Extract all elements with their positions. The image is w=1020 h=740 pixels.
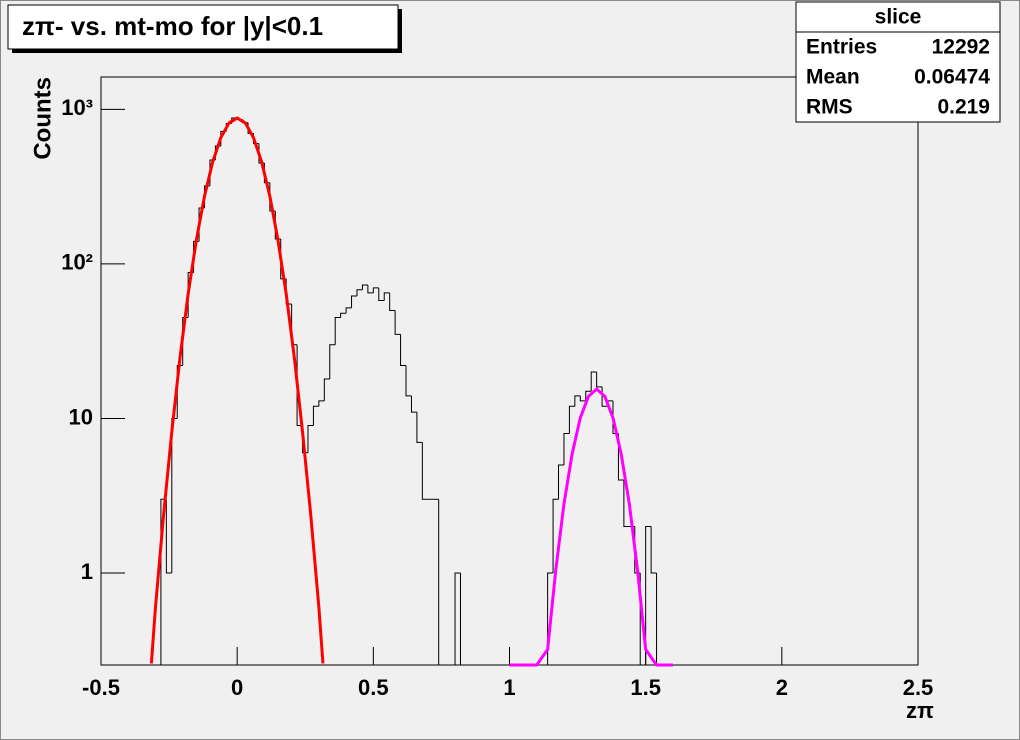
x-tick-label: -0.5 bbox=[82, 675, 120, 700]
histogram-bin bbox=[579, 395, 586, 402]
histogram-bin bbox=[405, 365, 412, 397]
histogram-bin bbox=[563, 432, 570, 465]
stats-label: Entries bbox=[806, 36, 877, 59]
histogram-bin bbox=[351, 295, 357, 308]
histogram-bin bbox=[552, 498, 559, 574]
stats-title: slice bbox=[875, 6, 922, 29]
histogram-bin bbox=[645, 525, 652, 665]
stats-label: Mean bbox=[806, 66, 860, 89]
stats-label: RMS bbox=[806, 96, 853, 119]
histogram-bin bbox=[650, 526, 657, 574]
histogram-bin bbox=[394, 310, 401, 335]
histogram-bin bbox=[367, 285, 374, 294]
histogram-bin bbox=[307, 425, 314, 453]
y-tick-label: 10² bbox=[61, 250, 93, 275]
y-tick-label: 1 bbox=[81, 559, 93, 584]
histogram-bin bbox=[438, 499, 445, 666]
histogram-bin bbox=[165, 499, 172, 574]
histogram-bin bbox=[329, 344, 336, 380]
histogram-bin bbox=[176, 365, 183, 419]
histogram-bin bbox=[356, 289, 363, 297]
histogram-bin bbox=[459, 573, 466, 666]
histogram-bin bbox=[596, 371, 603, 388]
histogram-bin bbox=[383, 292, 390, 301]
histogram-bin bbox=[312, 405, 319, 426]
x-axis-label: zπ bbox=[906, 698, 934, 723]
histogram-bin bbox=[400, 334, 407, 367]
histogram-bin bbox=[345, 307, 352, 314]
x-tick-label: 0 bbox=[231, 675, 243, 700]
x-tick-label: 2 bbox=[776, 675, 788, 700]
histogram-bin bbox=[361, 284, 368, 290]
x-tick-label: 1.5 bbox=[630, 675, 661, 700]
histogram-bin bbox=[590, 371, 597, 392]
histogram-bin bbox=[340, 312, 347, 318]
histogram-bin bbox=[410, 395, 417, 413]
histogram-bin bbox=[585, 390, 592, 401]
y-tick-label: 10 bbox=[69, 404, 93, 429]
stats-value: 12292 bbox=[932, 36, 990, 59]
histogram-bin bbox=[389, 292, 396, 311]
fit-curve bbox=[149, 116, 325, 664]
stats-value: 0.219 bbox=[937, 96, 990, 119]
histogram-bin bbox=[416, 412, 423, 443]
title-box bbox=[7, 4, 399, 50]
x-tick-label: 0.5 bbox=[358, 675, 389, 700]
histogram-bin bbox=[568, 405, 575, 434]
histogram-bin bbox=[454, 572, 461, 665]
histogram-bin bbox=[421, 442, 428, 500]
chart-title: zπ- vs. mt-mo for |y|<0.1 bbox=[22, 11, 323, 41]
histogram-bin bbox=[323, 378, 330, 401]
fit-curve bbox=[509, 387, 673, 667]
histogram-bin bbox=[318, 400, 325, 407]
plot-frame bbox=[100, 76, 919, 666]
stats-box bbox=[795, 1, 1001, 123]
histogram-bin bbox=[558, 464, 564, 500]
histogram-bin bbox=[334, 317, 341, 345]
histogram-bin bbox=[547, 572, 554, 665]
histogram-bin bbox=[623, 479, 630, 527]
x-tick-label: 1 bbox=[503, 675, 515, 700]
y-axis-label: Counts bbox=[29, 77, 56, 160]
histogram-bin bbox=[378, 287, 385, 301]
stats-value: 0.06474 bbox=[914, 66, 990, 89]
x-tick-label: 2.5 bbox=[903, 675, 934, 700]
histogram-bin bbox=[574, 395, 581, 407]
y-tick-label: 10³ bbox=[61, 95, 93, 120]
histogram-bin bbox=[372, 287, 379, 293]
histogram-bin bbox=[617, 433, 624, 481]
